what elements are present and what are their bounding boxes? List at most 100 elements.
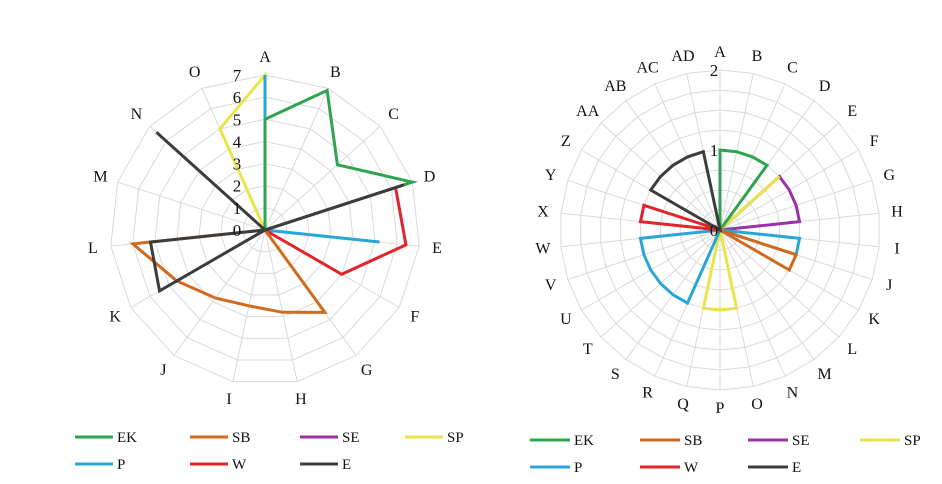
legend-label-e: E xyxy=(342,457,351,473)
tick-label: 7 xyxy=(233,66,242,85)
axis-label-k: K xyxy=(868,311,880,328)
axis-label-l: L xyxy=(88,240,98,257)
axis-label-s: S xyxy=(611,366,620,383)
grid-spoke xyxy=(719,229,815,360)
axis-label-i: I xyxy=(894,241,899,258)
axis-label-g: G xyxy=(884,167,896,184)
legend-label-p: P xyxy=(117,457,125,473)
axis-label-h: H xyxy=(891,203,903,220)
grid-ring xyxy=(176,140,354,318)
grid-spoke xyxy=(264,88,329,231)
legend-item-sb: SB xyxy=(640,433,702,449)
legend-item-sb: SB xyxy=(190,430,250,446)
axis-label-aa: AA xyxy=(576,103,600,120)
axis-label-p: P xyxy=(716,400,725,417)
tick-label: 1 xyxy=(233,199,242,218)
series-line-sb xyxy=(129,228,328,314)
legend-label-ek: EK xyxy=(117,430,137,446)
legend-label-e: E xyxy=(792,460,801,476)
axis-label-o: O xyxy=(751,396,763,413)
axis-label-a: A xyxy=(714,44,726,61)
axis-label-m: M xyxy=(818,366,832,383)
grid-ring xyxy=(242,207,288,253)
radar-chart-left: A B C D E F G H I J K L M N O 0 1 2 3 4 5 6 7 xyxy=(88,49,442,408)
series-line-p xyxy=(638,228,802,306)
legend-item-ek: EK xyxy=(530,433,594,449)
axis-label-j: J xyxy=(886,277,892,294)
legend-item-se: SE xyxy=(300,430,360,446)
legend-item-w: W xyxy=(190,457,247,473)
axis-label-d: D xyxy=(424,169,436,186)
series-line-sp xyxy=(701,175,781,312)
grid-spoke xyxy=(719,229,786,377)
legend-label-sb: SB xyxy=(232,430,250,446)
axis-label-x: X xyxy=(537,203,549,220)
axis-label-f: F xyxy=(870,133,879,150)
legend-label-se: SE xyxy=(792,433,810,449)
legend-label-se: SE xyxy=(342,430,360,446)
series-line-ek xyxy=(263,88,419,233)
axis-label-r: R xyxy=(642,385,653,402)
axis-label-n: N xyxy=(131,106,143,123)
grid-spoke xyxy=(117,181,266,231)
axis-label-d: D xyxy=(819,78,831,95)
axis-label-c: C xyxy=(388,106,399,123)
legend-item-w: W xyxy=(640,460,699,476)
axis-label-o: O xyxy=(189,64,201,81)
tick-label: 0 xyxy=(233,221,242,240)
grid-spoke xyxy=(264,125,381,231)
legend-item-se: SE xyxy=(748,433,810,449)
tick-label: 3 xyxy=(233,155,242,174)
axis-label-e: E xyxy=(847,103,857,120)
tick-label: 2 xyxy=(233,177,242,196)
legend-label-w: W xyxy=(684,460,699,476)
legend-right: EK SB SE SP P W E xyxy=(530,433,921,476)
legend-item-e: E xyxy=(748,460,801,476)
grid-spoke xyxy=(719,229,840,338)
axis-label-k: K xyxy=(109,309,121,326)
axis-label-q: Q xyxy=(677,396,689,413)
grid-ring xyxy=(132,96,398,361)
grid-ring xyxy=(220,185,310,274)
axis-label-ac: AC xyxy=(636,59,658,76)
series-line-sb xyxy=(719,228,799,273)
axis-label-g: G xyxy=(361,362,373,379)
axis-label-m: M xyxy=(93,169,107,186)
axis-label-z: Z xyxy=(561,133,571,150)
axis-label-t: T xyxy=(583,341,593,358)
axis-label-ab: AB xyxy=(604,78,626,95)
tick-label: 5 xyxy=(233,110,242,129)
series-line-e xyxy=(148,131,405,294)
axis-label-i: I xyxy=(226,391,231,408)
tick-label: 6 xyxy=(233,88,242,107)
legend-item-p: P xyxy=(75,457,125,473)
axis-label-ad: AD xyxy=(671,48,694,65)
series-line-e xyxy=(648,149,723,233)
legend-left: EK SB SE SP P W E xyxy=(75,430,464,473)
legend-label-sp: SP xyxy=(904,433,921,449)
axis-label-v: V xyxy=(545,277,557,294)
legend-item-sp: SP xyxy=(860,433,921,449)
axis-label-y: Y xyxy=(545,167,557,184)
legend-label-sb: SB xyxy=(684,433,702,449)
legend-item-e: E xyxy=(300,457,351,473)
tick-label: 1 xyxy=(710,141,719,160)
axis-label-b: B xyxy=(752,48,763,65)
grid-ring xyxy=(198,163,332,296)
legend-label-p: P xyxy=(574,460,582,476)
axis-label-l: L xyxy=(847,341,857,358)
grid-ring xyxy=(110,74,420,383)
grid-spoke xyxy=(264,229,298,382)
axis-label-h: H xyxy=(295,391,307,408)
axis-label-u: U xyxy=(560,311,572,328)
legend-item-sp: SP xyxy=(405,430,464,446)
legend-item-ek: EK xyxy=(75,430,137,446)
axis-label-b: B xyxy=(330,64,341,81)
tick-label: 4 xyxy=(233,132,242,151)
legend-label-w: W xyxy=(232,457,247,473)
grid-spoke xyxy=(173,229,266,356)
series-line-w xyxy=(638,203,721,232)
axis-label-n: N xyxy=(787,385,799,402)
